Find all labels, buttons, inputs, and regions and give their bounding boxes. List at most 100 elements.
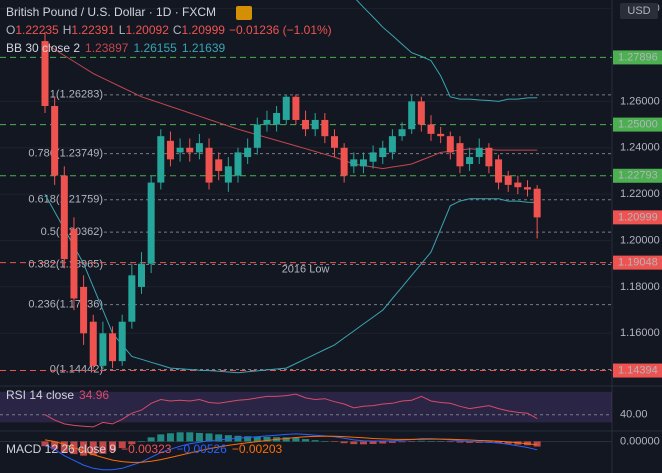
macd-histogram-bar: [456, 441, 464, 443]
candle-body: [417, 101, 425, 125]
candle-body: [109, 333, 117, 362]
price-tag: [613, 210, 662, 225]
macd-histogram-bar: [157, 434, 165, 442]
macd-histogram-bar: [379, 441, 387, 444]
candle-body: [253, 124, 261, 148]
macd-histogram-bar: [244, 436, 252, 442]
candle-body: [514, 182, 522, 188]
macd-histogram-bar: [359, 441, 367, 445]
macd-histogram-bar: [350, 441, 358, 445]
candle-body: [485, 147, 493, 167]
candle-body: [456, 143, 464, 167]
y-tick-label: 1.16000: [620, 327, 660, 339]
macd-histogram-bar: [205, 433, 213, 442]
candle-body: [446, 136, 454, 153]
candle-body: [475, 147, 483, 158]
macd-value: −0.00323: [121, 442, 172, 456]
candle-body: [359, 159, 367, 167]
macd-name: MACD 12 26 close 9: [6, 442, 116, 456]
macd-value: −0.00526: [176, 442, 227, 456]
candle-body: [80, 286, 88, 334]
macd-histogram-bar: [302, 439, 310, 442]
candle-body: [292, 96, 300, 120]
candle-body: [273, 112, 281, 125]
price-axis: 1.300001.260001.240001.220001.200001.180…: [613, 3, 662, 447]
candle-body: [331, 136, 338, 148]
bb-value: 1.26155: [133, 41, 177, 55]
candle-body: [41, 41, 49, 107]
y-tick-label: 1.18000: [620, 281, 660, 293]
macd-histogram-bar: [417, 440, 425, 442]
candle-body: [147, 182, 155, 264]
macd-pane: [0, 432, 612, 471]
macd-histogram-bar: [138, 441, 145, 442]
fib-label: 0(1.14442): [50, 363, 103, 375]
symbol-title: British Pound / U.S. Dollar · 1D · FXCM: [6, 5, 216, 19]
macd-tick-label: 0.00000: [620, 435, 660, 447]
rsi-value: 34.96: [79, 388, 109, 402]
candle-body: [398, 129, 406, 137]
macd-histogram-bar: [331, 441, 338, 442]
candle-body: [70, 228, 78, 299]
candle-body: [437, 133, 445, 137]
macd-histogram-bar: [427, 440, 435, 442]
candle-body: [408, 101, 416, 130]
bollinger-line: [44, 193, 538, 374]
macd-histogram-bar: [369, 441, 377, 444]
currency: USD: [627, 5, 650, 17]
macd-histogram-bar: [282, 437, 290, 442]
price-tag: [613, 117, 662, 132]
candle-body: [263, 119, 271, 125]
macd-histogram-bar: [292, 437, 300, 442]
price-tag: [613, 255, 662, 270]
legend-header: British Pound / U.S. Dollar · 1D · FXCM …: [6, 3, 658, 456]
ohlc-value: 1.22235: [15, 23, 59, 37]
rsi-band: [0, 391, 612, 423]
candle-body: [495, 159, 503, 183]
currency-box: [620, 3, 658, 19]
macd-histogram-bar: [41, 441, 49, 447]
macd-histogram-bar: [504, 441, 512, 444]
candle-body: [118, 321, 126, 362]
candle-body: [311, 119, 319, 130]
macd-histogram-bar: [128, 441, 136, 445]
annotation: 2016 Low: [282, 263, 330, 275]
y-tick-label: 1.22000: [620, 188, 660, 200]
fib-label: 0.382(1.18965): [28, 258, 103, 270]
candle-body: [99, 333, 107, 366]
price-tag: [613, 50, 662, 65]
status-icon: [236, 6, 252, 20]
candle-body: [234, 152, 242, 176]
candle-body: [166, 140, 174, 160]
rsi-pane: [0, 391, 612, 428]
candle-body: [205, 147, 213, 183]
bb-value: 1.23897: [85, 41, 129, 55]
bb-name: BB 30 close 2: [6, 41, 80, 55]
macd-histogram-bar: [186, 432, 194, 442]
rsi-name: RSI 14 close: [6, 388, 74, 402]
ohlc-key: H: [63, 23, 72, 37]
rsi-tick-label: 40.00: [620, 409, 648, 421]
y-tick-label: 1.24000: [620, 142, 660, 154]
bollinger-line: [44, 42, 538, 170]
rsi-line: [44, 393, 538, 428]
candle-body: [427, 124, 435, 134]
bollinger-line: [355, 0, 538, 102]
price-tag-label: 1.22793: [618, 170, 658, 182]
macd-histogram-bar: [147, 437, 155, 442]
macd-histogram-bar: [99, 441, 107, 454]
price-tag: [613, 168, 662, 183]
candle-body: [340, 147, 348, 176]
price-tag-label: 1.19048: [618, 257, 658, 269]
macd-value: −0.00203: [232, 442, 283, 456]
bb-legend: BB 30 close 2 1.23897 1.26155 1.21639: [6, 41, 226, 55]
macd-histogram-bar: [388, 441, 396, 443]
macd-histogram-bar: [321, 441, 329, 442]
candle-body: [128, 275, 136, 322]
macd-legend: MACD 12 26 close 9 −0.00323 −0.00526 −0.002…: [6, 442, 283, 456]
macd-histogram-bar: [176, 432, 184, 442]
macd-histogram-bar: [60, 441, 68, 453]
macd-histogram-bar: [446, 441, 454, 443]
candle-body: [195, 143, 203, 153]
